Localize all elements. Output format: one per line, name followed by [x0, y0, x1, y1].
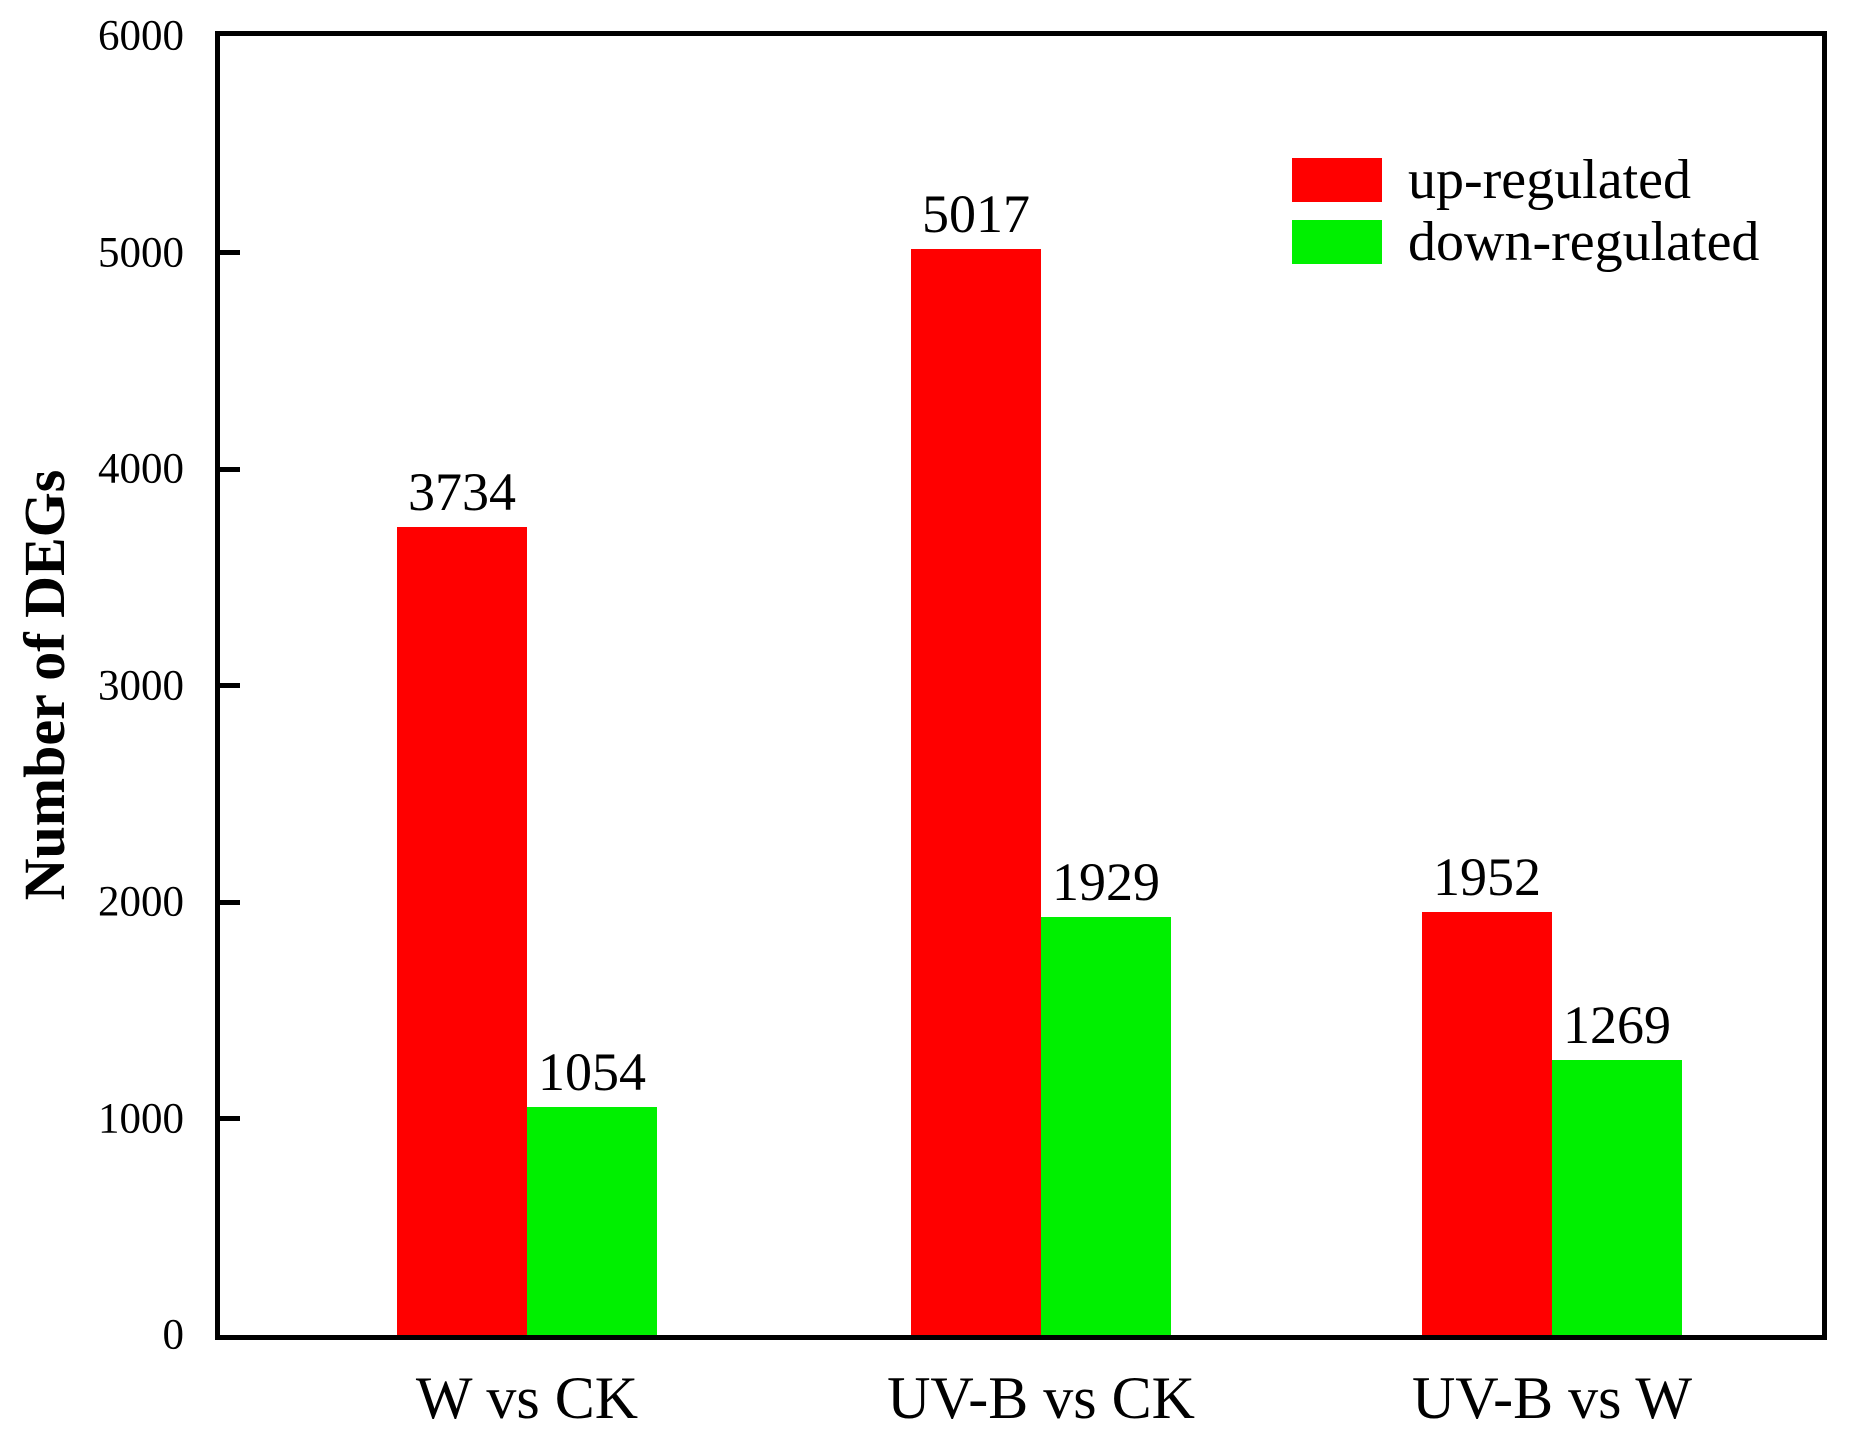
y-tick-mark [220, 250, 240, 255]
y-tick-mark [220, 1116, 240, 1121]
legend: up-regulated down-regulated [1292, 152, 1759, 282]
y-tick-label: 2000 [98, 878, 184, 926]
y-tick-label: 6000 [98, 12, 184, 60]
bar-value-label: 1952 [1433, 847, 1541, 908]
bar-up-regulated [1422, 912, 1552, 1335]
x-category-label: W vs CK [415, 1365, 639, 1431]
bar-value-label: 1929 [1052, 852, 1160, 913]
y-tick-label: 3000 [98, 662, 184, 709]
legend-label: down-regulated [1408, 211, 1760, 273]
bar-down-regulated [1041, 917, 1171, 1335]
legend-row: up-regulated [1292, 152, 1759, 208]
bar-down-regulated [1552, 1060, 1682, 1335]
bar-value-label: 1054 [538, 1041, 646, 1102]
legend-label: up-regulated [1408, 149, 1691, 211]
legend-swatch-down-regulated [1292, 220, 1382, 264]
legend-row: down-regulated [1292, 214, 1759, 270]
y-tick-label: 0 [162, 1311, 185, 1359]
legend-swatch-up-regulated [1292, 158, 1382, 202]
y-tick-mark [220, 683, 240, 688]
bar-value-label: 5017 [922, 183, 1030, 244]
y-tick-mark [220, 466, 240, 472]
x-category-label: UV-B vs CK [887, 1365, 1195, 1431]
plot-area: 3734 5017 1952 1054 1929 1269 up-regulated dow… [215, 31, 1827, 1340]
bar-up-regulated [911, 248, 1041, 1335]
y-tick-label: 1000 [98, 1095, 184, 1142]
y-tick-label: 4000 [98, 445, 184, 493]
y-tick-mark [220, 899, 240, 905]
y-axis-title: Number of DEGs [12, 469, 77, 901]
bar-down-regulated [527, 1106, 657, 1335]
x-category-label: UV-B vs W [1411, 1365, 1693, 1431]
bar-value-label: 1269 [1563, 995, 1671, 1056]
bar-up-regulated [397, 526, 527, 1335]
bar-value-label: 3734 [408, 461, 516, 522]
y-tick-label: 5000 [98, 229, 184, 276]
